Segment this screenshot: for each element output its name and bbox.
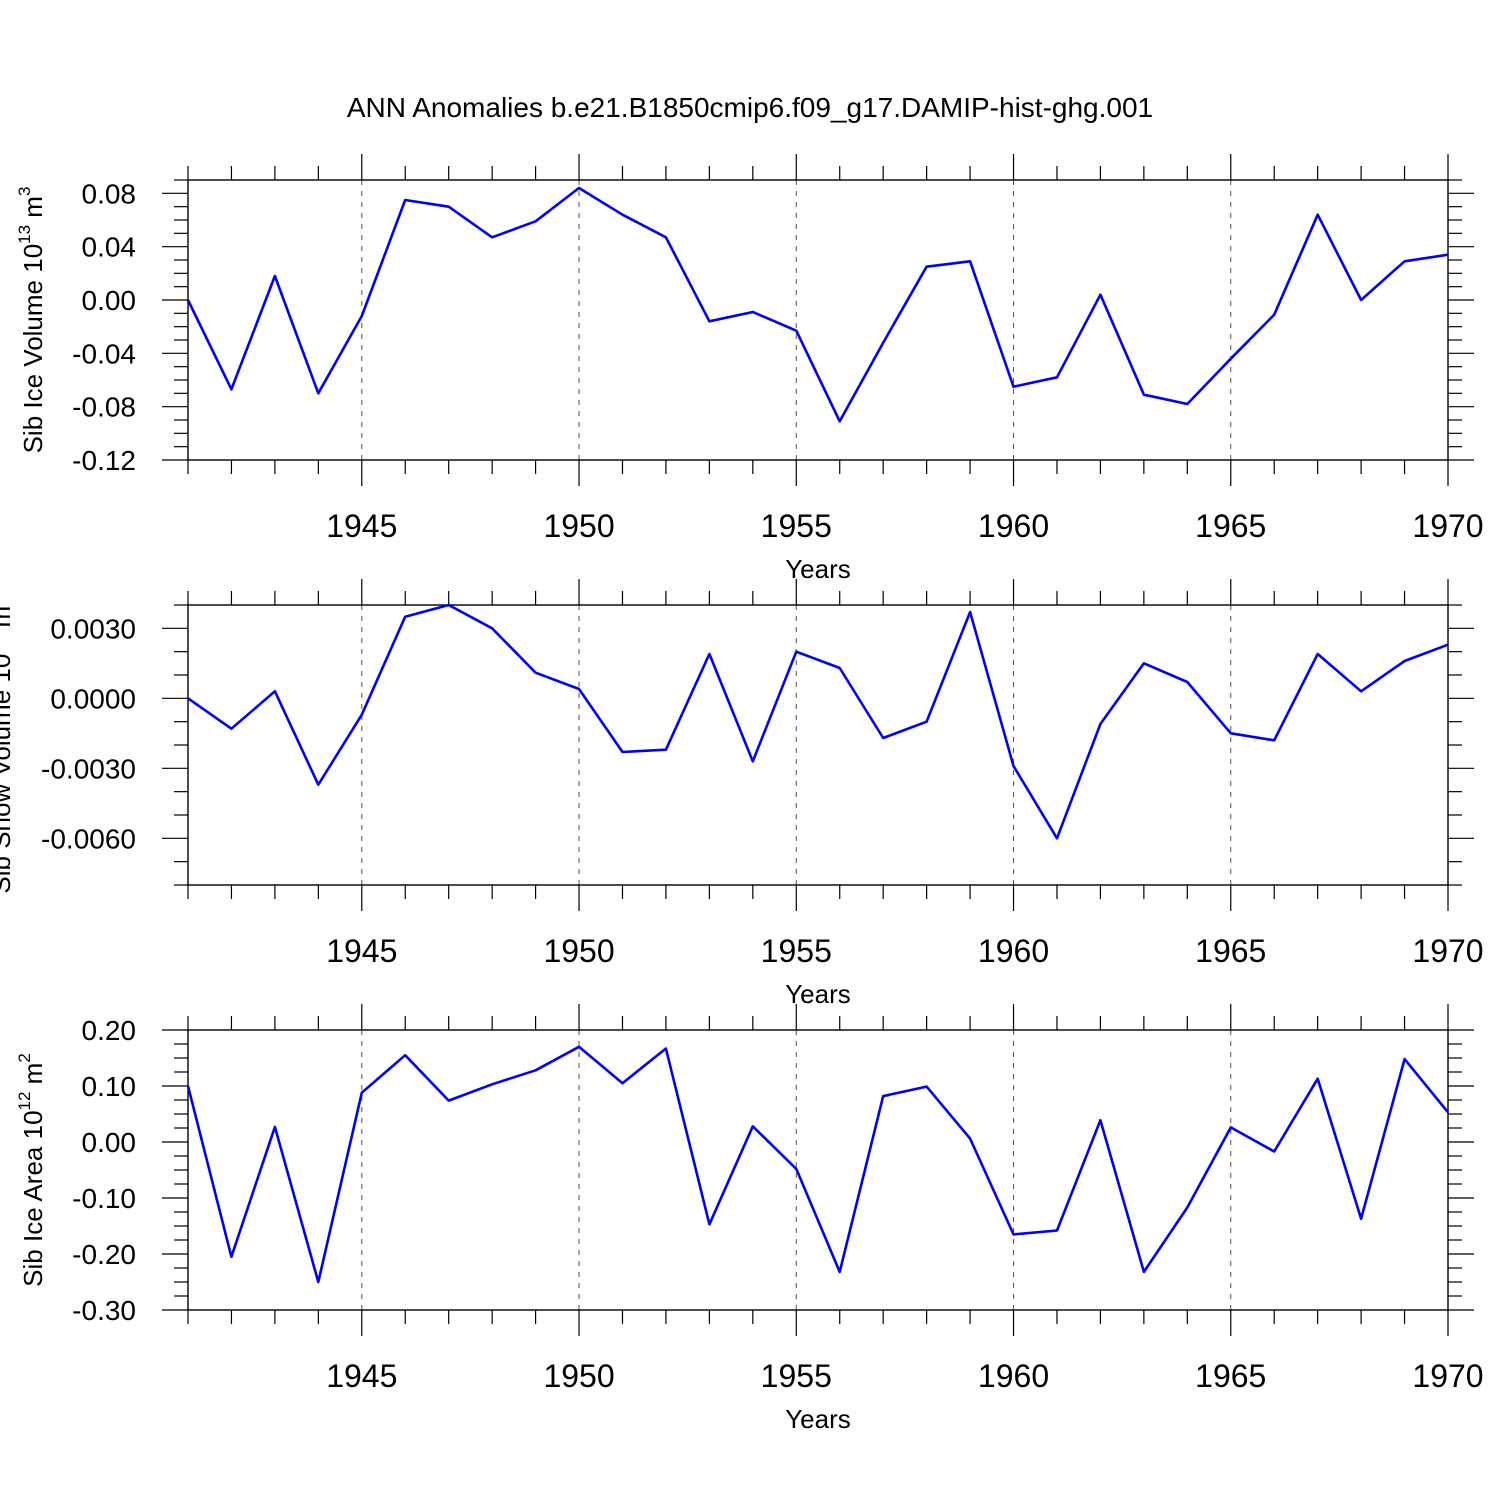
y-axis-label-text: Sib Ice Volume 10: [18, 244, 48, 454]
y-axis-label: Sib Snow Volume 1013 m3: [0, 596, 16, 893]
x-tick-label: 1945: [326, 933, 397, 969]
x-tick-label: 1950: [543, 933, 614, 969]
y-tick-label: 0.10: [82, 1071, 137, 1102]
y-axis-label-superscript: 13: [0, 635, 2, 654]
plot-frame: [187, 1029, 1449, 1311]
y-axis-label: Sib Ice Area 1012 m2: [15, 1053, 48, 1287]
y-tick-label: 0.0000: [50, 683, 136, 714]
x-tick-label: 1970: [1412, 508, 1483, 544]
x-tick-label: 1955: [761, 508, 832, 544]
y-tick-label: -0.0030: [41, 753, 136, 784]
x-tick-label: 1960: [978, 508, 1049, 544]
panel-1: -0.12 -0.08 -0.04 0.00 0.04 0.08 1945 1950 1955 1…: [15, 154, 1484, 584]
series-line: [186, 186, 1449, 423]
y-axis-label-text: m: [18, 196, 48, 225]
y-tick-label: 0.20: [82, 1015, 137, 1046]
panel-3: -0.30 -0.20 -0.10 0.00 0.10 0.20 1945 1950 1955 1…: [15, 1004, 1484, 1434]
panels: -0.12 -0.08 -0.04 0.00 0.04 0.08 1945 1950 1955 1…: [0, 154, 1484, 1434]
plot-frame: [187, 604, 1449, 886]
y-axis-label-text: Sib Snow Volume 10: [0, 654, 16, 894]
series-line: [186, 1045, 1450, 1284]
y-axis-label-superscript: 3: [15, 187, 34, 196]
x-tick-label: 1965: [1195, 1358, 1266, 1394]
x-axis-label: Years: [785, 979, 851, 1009]
chart-title: ANN Anomalies b.e21.B1850cmip6.f09_g17.D…: [347, 92, 1153, 123]
x-tick-label: 1945: [326, 1358, 397, 1394]
x-tick-label: 1950: [543, 508, 614, 544]
y-tick-label: 0.08: [82, 178, 137, 209]
y-tick-label: 0.04: [82, 232, 137, 263]
y-axis-label-superscript: 2: [15, 1053, 34, 1062]
x-tick-label: 1955: [761, 933, 832, 969]
x-tick-label: 1950: [543, 1358, 614, 1394]
y-axis-label-superscript: 12: [15, 1092, 34, 1111]
y-axis-label: Sib Ice Volume 1013 m3: [15, 187, 48, 454]
panel-2: -0.0060 -0.0030 0.0000 0.0030 1945 1950 1955 19…: [0, 579, 1484, 1009]
x-axis-label: Years: [785, 554, 851, 584]
y-tick-label: -0.04: [72, 338, 136, 369]
x-tick-label: 1960: [978, 1358, 1049, 1394]
y-tick-label: -0.0060: [41, 823, 136, 854]
y-tick-label: -0.12: [72, 445, 136, 476]
x-tick-label: 1965: [1195, 933, 1266, 969]
x-tick-label: 1945: [326, 508, 397, 544]
y-axis-label-text: Sib Ice Area 10: [18, 1110, 48, 1286]
x-tick-label: 1965: [1195, 508, 1266, 544]
y-tick-label: -0.08: [72, 392, 136, 423]
y-tick-label: 0.00: [82, 1127, 137, 1158]
plot-frame: [187, 179, 1449, 461]
series-line: [187, 603, 1449, 840]
y-axis-label-text: m: [18, 1063, 48, 1092]
y-tick-label: 0.00: [82, 285, 137, 316]
x-tick-label: 1955: [761, 1358, 832, 1394]
x-axis-label: Years: [785, 1404, 851, 1434]
y-tick-label: -0.10: [72, 1183, 136, 1214]
y-tick-label: -0.20: [72, 1239, 136, 1270]
y-axis-label-superscript: 3: [0, 596, 2, 605]
y-axis-label-text: m: [0, 606, 16, 635]
x-tick-label: 1960: [978, 933, 1049, 969]
y-axis-label-superscript: 13: [15, 225, 34, 244]
y-tick-label: 0.0030: [50, 613, 136, 644]
x-tick-label: 1970: [1412, 1358, 1483, 1394]
x-tick-label: 1970: [1412, 933, 1483, 969]
y-tick-label: -0.30: [72, 1295, 136, 1326]
